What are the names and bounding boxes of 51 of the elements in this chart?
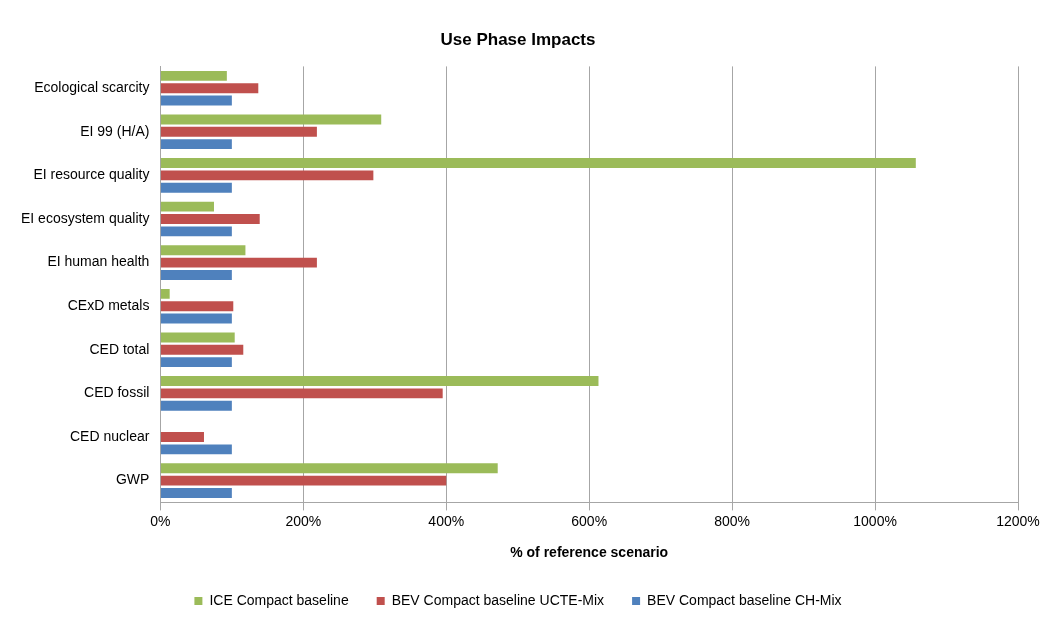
y-tick-label: EI ecosystem quality: [21, 209, 150, 226]
bar: [160, 344, 244, 355]
bar: [160, 201, 214, 212]
bar: [160, 126, 317, 137]
chart-title: Use Phase Impacts: [440, 29, 596, 49]
bar: [160, 95, 232, 106]
bar: [160, 70, 227, 81]
bar: [160, 257, 317, 268]
y-tick-label: CExD metals: [67, 297, 150, 314]
bar: [160, 432, 204, 442]
bar: [160, 376, 599, 386]
bar: [160, 313, 232, 324]
legend-label: ICE Compact baseline: [209, 591, 349, 608]
bar: [160, 444, 232, 455]
y-tick-label: Ecological scarcity: [34, 79, 150, 96]
bar: [160, 270, 232, 280]
x-tick-label: 600%: [571, 512, 608, 529]
bar: [160, 301, 234, 312]
y-tick-label: EI 99 (H/A): [80, 122, 150, 139]
x-tick-label: 400%: [428, 512, 465, 529]
bar: [160, 357, 232, 368]
bar: [160, 114, 382, 125]
bar: [160, 488, 232, 498]
bar: [160, 463, 498, 474]
bar: [160, 332, 235, 343]
x-tick-label: 800%: [714, 512, 751, 529]
y-tick-label: CED fossil: [84, 384, 150, 401]
bar: [160, 288, 170, 299]
bar: [160, 170, 374, 181]
y-tick-label: EI resource quality: [33, 166, 150, 183]
x-axis-title: % of reference scenario: [510, 544, 669, 561]
bar: [160, 214, 260, 224]
bar: [160, 388, 443, 399]
bar: [160, 400, 232, 411]
x-tick-label: 1000%: [853, 512, 897, 529]
y-tick-label: CED nuclear: [70, 427, 150, 444]
y-tick-label: EI human health: [47, 253, 150, 270]
bar: [160, 83, 259, 94]
legend-label: BEV Compact baseline UCTE-Mix: [391, 591, 605, 608]
bar: [160, 158, 916, 168]
y-tick-label: CED total: [89, 340, 150, 357]
x-tick-label: 200%: [285, 512, 322, 529]
legend-label: BEV Compact baseline CH-Mix: [647, 591, 842, 608]
bar: [160, 245, 246, 256]
bar: [160, 226, 232, 237]
y-tick-label: GWP: [115, 471, 150, 488]
bar: [160, 475, 447, 486]
x-tick-label: 1200%: [996, 512, 1040, 529]
bar: [160, 139, 232, 150]
bar: [160, 182, 232, 193]
x-tick-label: 0%: [150, 512, 171, 529]
